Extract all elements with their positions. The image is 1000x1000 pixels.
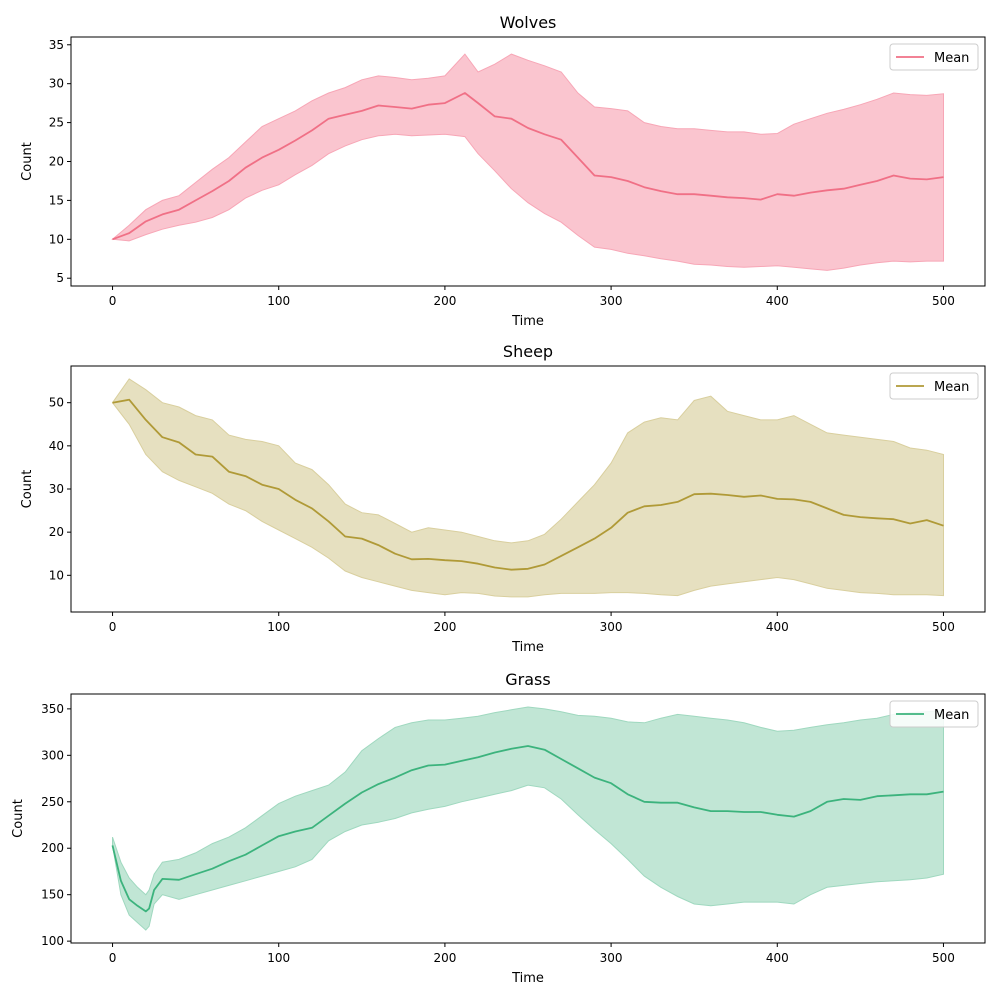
x-axis-label: Time [511, 640, 544, 655]
x-tick-label: 200 [433, 951, 456, 965]
chart-title: Grass [505, 670, 550, 689]
chart-title: Sheep [503, 342, 553, 361]
legend-box [889, 43, 979, 71]
x-tick-label: 100 [267, 951, 290, 965]
legend-box [889, 372, 979, 400]
y-tick-label: 50 [49, 396, 64, 410]
y-tick-label: 35 [49, 38, 64, 52]
legend-label: Mean [934, 708, 969, 723]
x-tick-label: 0 [109, 620, 117, 634]
x-tick-label: 0 [109, 294, 117, 308]
chart-panel-grass: 0 100 200 300 400 500 100 150 200 250 300 350 Grass T… [11, 670, 986, 986]
x-tick-label: 300 [600, 294, 623, 308]
y-tick-label: 30 [49, 482, 64, 496]
confidence-band [112, 706, 944, 931]
y-tick-label: 100 [41, 934, 64, 948]
x-tick-label: 500 [932, 951, 955, 965]
y-tick-label: 30 [49, 77, 64, 91]
mean-line [111, 745, 944, 913]
y-tick-label: 5 [56, 271, 64, 285]
y-tick-label: 300 [41, 748, 64, 762]
x-tick-label: 500 [932, 620, 955, 634]
mean-line [112, 92, 944, 241]
x-tick-label: 0 [109, 951, 117, 965]
x-tick-label: 300 [600, 951, 623, 965]
x-axis-label: Time [511, 971, 544, 986]
x-tick-label: 200 [433, 294, 456, 308]
legend: Mean [889, 372, 979, 400]
x-tick-label: 100 [267, 294, 290, 308]
chart-panel-wolves: 0 100 200 300 400 500 5 10 15 20 25 30 35 Wolves Time C… [20, 13, 986, 329]
mean-line [112, 398, 944, 571]
chart-title: Wolves [500, 13, 557, 32]
x-tick-label: 400 [766, 620, 789, 634]
y-axis-label: Count [20, 470, 35, 509]
y-tick-label: 15 [49, 193, 64, 207]
y-tick-label: 250 [41, 795, 64, 809]
x-tick-label: 400 [766, 294, 789, 308]
y-tick-label: 10 [49, 568, 64, 582]
y-tick-label: 350 [41, 702, 64, 716]
y-axis-label: Count [11, 799, 26, 838]
y-tick-label: 20 [49, 155, 64, 169]
legend-box [889, 700, 979, 728]
x-axis-label: Time [511, 314, 544, 329]
y-tick-label: 200 [41, 841, 64, 855]
y-tick-label: 150 [41, 888, 64, 902]
y-tick-label: 40 [49, 439, 64, 453]
legend-label: Mean [934, 380, 969, 395]
legend: Mean [889, 43, 979, 71]
legend-label: Mean [934, 51, 969, 66]
y-tick-label: 20 [49, 525, 64, 539]
x-tick-label: 100 [267, 620, 290, 634]
axes-frame [70, 693, 986, 944]
x-tick-label: 200 [433, 620, 456, 634]
legend: Mean [889, 700, 979, 728]
x-tick-label: 300 [600, 620, 623, 634]
y-tick-label: 25 [49, 116, 64, 130]
chart-panel-sheep: 0 100 200 300 400 500 10 20 30 40 50 Sheep Time Count… [20, 342, 986, 655]
x-tick-label: 400 [766, 951, 789, 965]
y-axis-label: Count [20, 142, 35, 181]
y-tick-label: 10 [49, 232, 64, 246]
x-tick-label: 500 [932, 294, 955, 308]
